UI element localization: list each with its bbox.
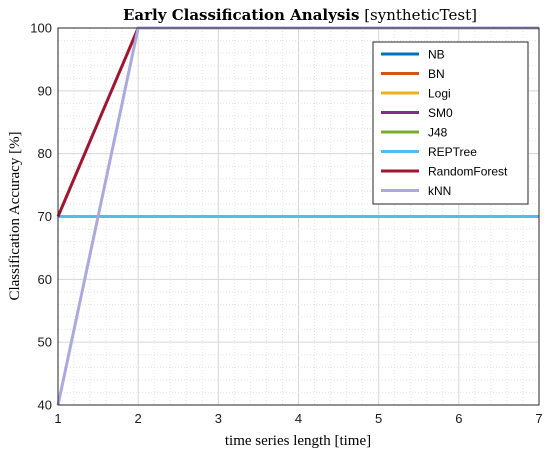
y-tick-label: 40 xyxy=(38,398,52,413)
x-tick-label: 7 xyxy=(535,411,542,426)
x-tick-label: 1 xyxy=(54,411,61,426)
legend-label-sm0: SM0 xyxy=(428,106,453,120)
y-tick-label: 70 xyxy=(38,209,52,224)
y-tick-label: 50 xyxy=(38,335,52,350)
chart-title: Early Classification Analysis [synthetic… xyxy=(123,6,477,24)
legend: NB BN Logi SM0 J48 REPTree RandomForest kNN xyxy=(372,41,529,205)
x-tick-label: 5 xyxy=(375,411,382,426)
tick-labels: 1 2 3 4 5 6 7 40 50 60 70 80 90 100 xyxy=(30,21,542,427)
x-tick-label: 2 xyxy=(135,411,142,426)
legend-label-j48: J48 xyxy=(428,126,448,140)
y-tick-label: 100 xyxy=(30,21,52,36)
y-tick-label: 60 xyxy=(38,272,52,287)
legend-label-reptree: REPTree xyxy=(428,145,477,159)
legend-label-bn: BN xyxy=(428,67,445,81)
legend-label-nb: NB xyxy=(428,48,445,62)
legend-box xyxy=(372,41,529,205)
y-axis-label: Classification Accuracy [%] xyxy=(7,131,23,300)
y-tick-label: 90 xyxy=(38,83,52,98)
legend-label-randomforest: RandomForest xyxy=(428,165,508,179)
x-axis-label: time series length [time] xyxy=(225,433,371,449)
y-tick-label: 80 xyxy=(38,146,52,161)
legend-label-logi: Logi xyxy=(428,87,451,101)
chart-title-rest: [syntheticTest] xyxy=(364,6,477,24)
x-tick-label: 6 xyxy=(455,411,462,426)
x-tick-label: 4 xyxy=(295,411,302,426)
chart-title-bold: Early Classification Analysis xyxy=(123,6,359,24)
plot-area-frame xyxy=(57,27,540,406)
x-tick-label: 3 xyxy=(215,411,222,426)
legend-label-knn: kNN xyxy=(428,184,451,198)
